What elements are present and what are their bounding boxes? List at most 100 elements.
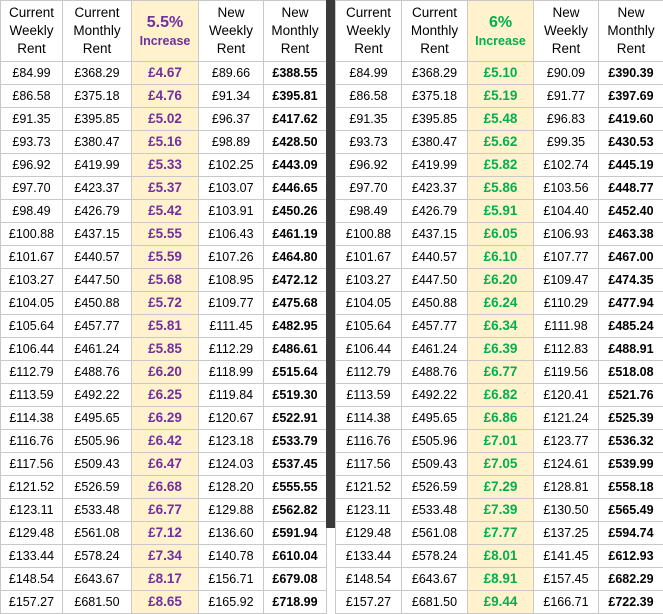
cell-current-monthly: £533.48 [63,499,132,522]
cell-new-monthly: £485.24 [599,315,663,338]
cell-increase: £6.77 [468,361,534,384]
cell-new-monthly: £682.29 [599,568,663,591]
cell-current-monthly: £526.59 [402,476,468,499]
cell-increase: £5.86 [468,177,534,200]
cell-new-monthly: £464.80 [264,246,327,269]
table-row: £117.56£509.43£7.05£124.61£539.99 [336,453,663,476]
table-row: £157.27£681.50£9.44£166.71£722.39 [336,591,663,614]
cell-new-weekly: £130.50 [534,499,599,522]
table-body: £84.99£368.29£4.67£89.66£388.55£86.58£37… [1,62,327,614]
cell-new-monthly: £486.61 [264,338,327,361]
cell-current-weekly: £116.76 [1,430,63,453]
cell-increase: £6.24 [468,292,534,315]
cell-new-monthly: £430.53 [599,131,663,154]
cell-new-monthly: £474.35 [599,269,663,292]
cell-current-weekly: £116.76 [336,430,402,453]
cell-current-monthly: £368.29 [402,62,468,85]
cell-increase: £6.42 [132,430,199,453]
cell-new-monthly: £521.76 [599,384,663,407]
cell-current-weekly: £93.73 [336,131,402,154]
cell-current-monthly: £450.88 [63,292,132,315]
cell-new-weekly: £156.71 [199,568,264,591]
cell-increase: £6.20 [468,269,534,292]
cell-current-monthly: £437.15 [402,223,468,246]
cell-increase: £7.12 [132,522,199,545]
cell-new-weekly: £124.03 [199,453,264,476]
cell-current-monthly: £380.47 [63,131,132,154]
cell-current-monthly: £447.50 [63,269,132,292]
cell-new-monthly: £565.49 [599,499,663,522]
cell-new-weekly: £89.66 [199,62,264,85]
table-row: £113.59£492.22£6.25£119.84£519.30 [1,384,327,407]
cell-current-monthly: £495.65 [63,407,132,430]
cell-current-monthly: £419.99 [402,154,468,177]
cell-current-weekly: £93.73 [1,131,63,154]
table-row: £98.49£426.79£5.42£103.91£450.26 [1,200,327,223]
table-row: £97.70£423.37£5.37£103.07£446.65 [1,177,327,200]
cell-new-weekly: £136.60 [199,522,264,545]
cell-current-weekly: £103.27 [336,269,402,292]
table-body: £84.99£368.29£5.10£90.09£390.39£86.58£37… [336,62,663,614]
cell-increase: £5.72 [132,292,199,315]
cell-current-weekly: £91.35 [1,108,63,131]
cell-increase: £6.39 [468,338,534,361]
cell-current-monthly: £380.47 [402,131,468,154]
table-row: £112.79£488.76£6.77£119.56£518.08 [336,361,663,384]
cell-increase: £4.67 [132,62,199,85]
cell-increase: £8.17 [132,568,199,591]
cell-current-weekly: £129.48 [1,522,63,545]
cell-increase: £8.65 [132,591,199,614]
table-row: £133.44£578.24£7.34£140.78£610.04 [1,545,327,568]
cell-current-weekly: £117.56 [336,453,402,476]
cell-current-monthly: £395.85 [402,108,468,131]
cell-new-monthly: £443.09 [264,154,327,177]
cell-new-monthly: £488.91 [599,338,663,361]
cell-new-weekly: £123.18 [199,430,264,453]
cell-new-weekly: £108.95 [199,269,264,292]
cell-current-weekly: £96.92 [336,154,402,177]
cell-current-weekly: £86.58 [336,85,402,108]
cell-increase: £7.77 [468,522,534,545]
cell-increase: £8.91 [468,568,534,591]
cell-new-monthly: £417.62 [264,108,327,131]
cell-new-weekly: £129.88 [199,499,264,522]
cell-new-monthly: £448.77 [599,177,663,200]
cell-current-monthly: £578.24 [402,545,468,568]
cell-current-weekly: £123.11 [1,499,63,522]
cell-new-weekly: £109.77 [199,292,264,315]
cell-new-weekly: £120.67 [199,407,264,430]
table-row: £112.79£488.76£6.20£118.99£515.64 [1,361,327,384]
cell-current-weekly: £133.44 [336,545,402,568]
cell-current-monthly: £509.43 [402,453,468,476]
cell-increase: £5.48 [468,108,534,131]
cell-current-monthly: £440.57 [402,246,468,269]
cell-current-weekly: £104.05 [1,292,63,315]
cell-new-monthly: £467.00 [599,246,663,269]
cell-new-monthly: £515.64 [264,361,327,384]
header-increase: 6% Increase [468,1,534,62]
table-row: £93.73£380.47£5.62£99.35£430.53 [336,131,663,154]
cell-new-weekly: £119.84 [199,384,264,407]
rent-table: Current Weekly Rent Current Monthly Rent… [0,0,327,614]
cell-new-monthly: £562.82 [264,499,327,522]
table-row: £104.05£450.88£6.24£110.29£477.94 [336,292,663,315]
cell-new-weekly: £102.25 [199,154,264,177]
header-new-monthly-rent: New Monthly Rent [599,1,663,62]
header-current-weekly-rent: Current Weekly Rent [336,1,402,62]
cell-new-weekly: £165.92 [199,591,264,614]
cell-current-weekly: £101.67 [1,246,63,269]
cell-current-weekly: £103.27 [1,269,63,292]
cell-new-monthly: £482.95 [264,315,327,338]
cell-new-monthly: £610.04 [264,545,327,568]
cell-increase: £5.33 [132,154,199,177]
table-row: £148.54£643.67£8.91£157.45£682.29 [336,568,663,591]
cell-new-weekly: £104.40 [534,200,599,223]
table-row: £103.27£447.50£6.20£109.47£474.35 [336,269,663,292]
cell-current-weekly: £98.49 [336,200,402,223]
header-increase: 5.5% Increase [132,1,199,62]
cell-new-weekly: £140.78 [199,545,264,568]
cell-current-weekly: £86.58 [1,85,63,108]
cell-increase: £6.10 [468,246,534,269]
cell-current-monthly: £423.37 [402,177,468,200]
table-row: £129.48£561.08£7.12£136.60£591.94 [1,522,327,545]
